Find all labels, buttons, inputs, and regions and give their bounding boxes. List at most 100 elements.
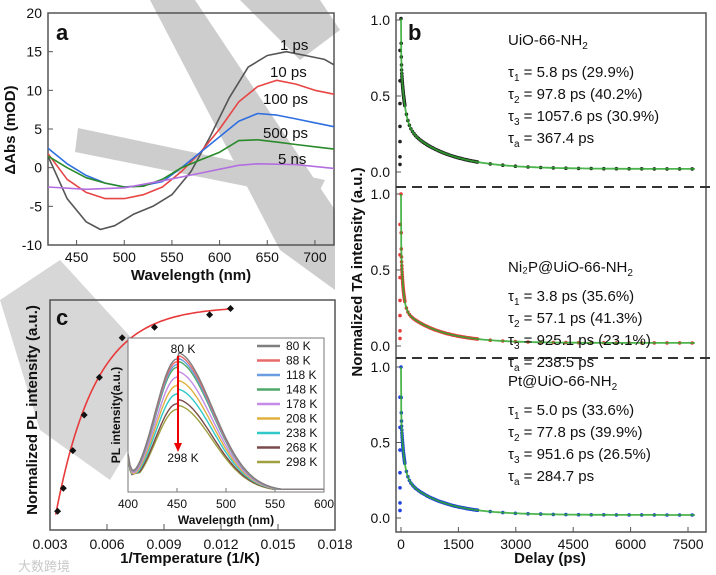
series-line-1-ps xyxy=(47,50,335,231)
y-tick-label: 0.0 xyxy=(371,338,391,354)
panel-c-ylabel: Normalized PL intensity (a.u.) xyxy=(24,305,41,515)
lifetime-line: τa = 238.5 ps xyxy=(508,354,594,374)
sample-name: Pt@UiO-66-NH2 xyxy=(508,373,618,393)
lifetime-line: τa = 284.7 ps xyxy=(508,468,594,488)
lifetime-value: = 97.8 ps (40.2%) xyxy=(520,86,643,103)
x-tick-label: 500 xyxy=(216,497,236,511)
series-line-5-ns xyxy=(47,163,335,191)
lifetime-line: τ2 = 97.8 ps (40.2%) xyxy=(508,86,643,106)
lifetime-value: = 77.8 ps (39.9%) xyxy=(520,424,643,441)
inset-xlabel: Wavelength (nm) xyxy=(178,513,274,527)
x-tick-label: 6000 xyxy=(615,536,646,552)
x-tick-label: 650 xyxy=(256,249,280,265)
pl-curve-80-K xyxy=(127,351,324,490)
y-tick-label: 0.0 xyxy=(371,164,391,180)
data-point xyxy=(398,298,402,303)
legend-label: 148 K xyxy=(286,383,317,397)
series-label: 500 ps xyxy=(263,125,308,142)
lifetime-line: τa = 367.4 ps xyxy=(508,130,594,150)
y-tick-label: 5 xyxy=(34,121,42,137)
panel-b-frame xyxy=(395,12,707,533)
lifetime-line: τ3 = 951.6 ps (26.5%) xyxy=(508,446,651,466)
data-point xyxy=(398,155,402,159)
series-line-100-ps xyxy=(47,112,335,188)
y-tick-label: 20 xyxy=(26,5,42,21)
subscript: a xyxy=(514,363,520,374)
panel-c-xlabel: 1/Temperature (1/K) xyxy=(120,550,260,567)
lifetime-value: = 3.8 ps (35.6%) xyxy=(520,288,635,305)
data-point xyxy=(398,329,402,333)
y-tick-label: -5 xyxy=(30,198,43,214)
inset-ylabel: PL intensity(a.u.) xyxy=(109,367,123,463)
panel-a-ylabel: ΔAbs (mOD) xyxy=(2,85,19,174)
x-tick-label: 600 xyxy=(314,497,334,511)
y-tick-label: 1.0 xyxy=(371,186,391,202)
x-tick-label: 450 xyxy=(65,249,89,265)
lifetime-line: τ1 = 5.8 ps (29.9%) xyxy=(508,64,634,84)
data-point xyxy=(398,162,402,167)
series-line-10-ps xyxy=(47,79,335,200)
legend-label: 88 K xyxy=(286,354,311,368)
x-tick-label: 4500 xyxy=(558,536,589,552)
fit-curve xyxy=(400,366,695,516)
fit-curve xyxy=(400,18,695,170)
subscript: a xyxy=(514,477,520,488)
legend-label: 80 K xyxy=(286,339,311,353)
data-point xyxy=(398,139,402,144)
data-point xyxy=(398,470,402,475)
x-tick-label: 550 xyxy=(160,249,184,265)
panel-b-ylabel: Normalized TA intensity (a.u.) xyxy=(349,167,366,376)
x-tick-label: 0.006 xyxy=(89,536,124,552)
lifetime-line: τ3 = 1057.6 ps (30.9%) xyxy=(508,108,659,128)
legend-label: 298 K xyxy=(286,455,317,469)
subscript: 3 xyxy=(514,455,520,466)
x-tick-label: 400 xyxy=(118,497,138,511)
x-tick-label: 700 xyxy=(303,249,327,265)
panel-b-chart: 0 1500 3000 4500 6000 7500 0.0 0.5 1.0 0.0 0.5 1.0 0… xyxy=(349,12,710,567)
data-point xyxy=(398,313,402,318)
legend-label: 268 K xyxy=(286,441,317,455)
legend-label: 238 K xyxy=(286,426,317,440)
data-point xyxy=(398,336,402,341)
panel-a-label: a xyxy=(56,20,69,45)
lifetime-line: τ2 = 57.1 ps (41.3%) xyxy=(508,310,643,330)
data-point xyxy=(69,447,77,455)
lifetime-value: = 951.6 ps (26.5%) xyxy=(520,446,651,463)
subscript: 3 xyxy=(514,117,520,128)
series-line-500-ps xyxy=(47,139,335,188)
subscript: 2 xyxy=(612,382,618,393)
data-point xyxy=(59,484,67,492)
x-tick-label: 600 xyxy=(208,249,232,265)
y-tick-label: 1.0 xyxy=(371,359,391,375)
lifetime-line: τ3 = 925.1 ps (23.1%) xyxy=(508,332,651,352)
y-tick-label: 10 xyxy=(26,82,42,98)
arrow-head-icon xyxy=(174,443,182,452)
x-tick-label: 7500 xyxy=(672,536,703,552)
subscript: 2 xyxy=(514,319,520,330)
watermark-text: 大数跨境 xyxy=(18,559,70,574)
lifetime-line: τ2 = 77.8 ps (39.9%) xyxy=(508,424,643,444)
series-label: 10 ps xyxy=(270,64,307,81)
y-tick-label: 0.5 xyxy=(371,262,391,278)
panel-c-label: c xyxy=(56,305,68,330)
data-point xyxy=(398,448,402,452)
subscript: 1 xyxy=(514,73,520,84)
panel-a-chart: 450 500 550 600 650 700 -10 -5 0 5 10 15 20 1 ps 10 p… xyxy=(2,5,335,284)
lifetime-value: = 5.8 ps (29.9%) xyxy=(520,64,635,81)
lifetime-value: = 284.7 ps xyxy=(520,468,595,485)
lifetime-line: τ1 = 5.0 ps (33.6%) xyxy=(508,402,634,422)
lifetime-value: = 925.1 ps (23.1%) xyxy=(520,332,651,349)
x-tick-label: 1500 xyxy=(443,536,474,552)
lifetime-value: = 367.4 ps xyxy=(520,130,595,147)
y-tick-label: 0.0 xyxy=(371,510,391,526)
data-point xyxy=(398,486,402,490)
lifetime-line: τ1 = 3.8 ps (35.6%) xyxy=(508,288,634,308)
y-tick-label: 0.5 xyxy=(371,435,391,451)
data-point xyxy=(206,311,214,319)
x-tick-label: 0.012 xyxy=(203,536,238,552)
arrow-top-label: 80 K xyxy=(171,342,196,356)
data-point xyxy=(118,334,126,342)
data-point xyxy=(398,501,402,505)
lifetime-value: = 57.1 ps (41.3%) xyxy=(520,310,643,327)
legend-label: 178 K xyxy=(286,397,317,411)
